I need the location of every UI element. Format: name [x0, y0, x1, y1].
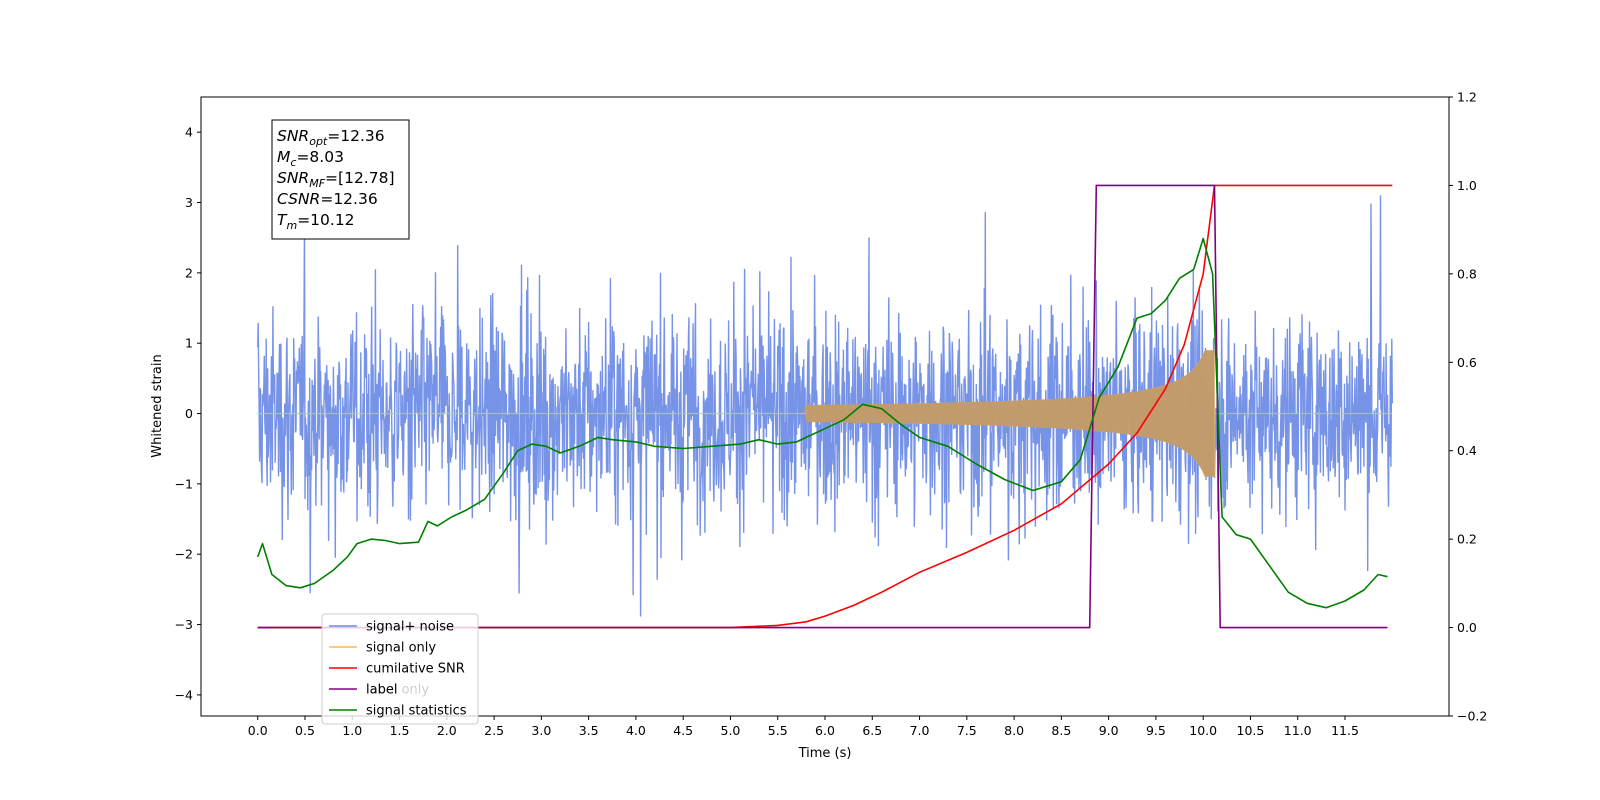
x-tick-label: 8.5 [1051, 723, 1071, 738]
y2-tick-label: 1.2 [1457, 90, 1477, 105]
legend-entry: signal statistics [366, 704, 467, 719]
info-box-line: Tm=10.12 [277, 211, 355, 232]
y-tick-label: −2 [175, 547, 193, 562]
x-tick-label: 4.0 [626, 723, 646, 738]
signal-only-series [257, 350, 1393, 477]
x-tick-label: 7.0 [910, 723, 930, 738]
x-tick-label: 1.0 [342, 723, 362, 738]
y-axis-ticks: −4 −3 −2 −1 0 1 2 3 4 [175, 125, 201, 702]
x-tick-label: 3.5 [579, 723, 599, 738]
x-tick-label: 11.0 [1284, 723, 1312, 738]
y2-tick-label: 1.0 [1457, 178, 1477, 193]
x-tick-label: 4.5 [673, 723, 693, 738]
x-tick-label: 9.0 [1099, 723, 1119, 738]
x-tick-label: 10.5 [1237, 723, 1265, 738]
y-tick-label: 3 [185, 195, 193, 210]
info-box-line: SNRopt=12.36 [277, 127, 385, 148]
legend-hidden-text: label only [366, 683, 429, 698]
x-tick-label: 8.0 [1004, 723, 1024, 738]
info-box-line: Mc=8.03 [277, 148, 344, 169]
y2-tick-label: −0.2 [1457, 709, 1487, 724]
y-tick-label: 2 [185, 265, 193, 280]
signal-only-chirp [806, 350, 1215, 477]
y-tick-label: 1 [185, 336, 193, 351]
label-series [257, 184, 1388, 629]
x-tick-label: 10.0 [1189, 723, 1217, 738]
y-tick-label: −3 [175, 617, 193, 632]
x-tick-label: 6.5 [862, 723, 882, 738]
x-tick-label: 0.0 [248, 723, 268, 738]
legend-frame [321, 613, 479, 725]
y2-axis-ticks: −0.2 0.0 0.2 0.4 0.6 0.8 1.0 1.2 [1449, 90, 1487, 724]
info-box: SNRopt=12.36Mc=8.03SNRMF=[12.78]CSNR=12.… [271, 119, 410, 240]
signal-statistics-line [256, 237, 1388, 609]
x-tick-label: 7.5 [957, 723, 977, 738]
x-tick-label: 11.5 [1331, 723, 1359, 738]
legend-entry: label [366, 683, 397, 698]
y-tick-label: −4 [175, 687, 193, 702]
cumulative-snr-line [257, 184, 1393, 629]
info-box-line: SNRMF=[12.78] [277, 169, 395, 190]
x-tick-label: 3.0 [531, 723, 551, 738]
x-axis-label: Time (s) [798, 746, 852, 761]
y-tick-label: −1 [175, 476, 193, 491]
legend-entry: signal+ noise [366, 620, 454, 635]
y2-tick-label: 0.2 [1457, 532, 1477, 547]
signal-statistics-series [256, 237, 1388, 609]
y2-tick-label: 0.0 [1457, 620, 1477, 635]
x-axis-ticks: 0.0 0.5 1.0 1.5 2.0 2.5 3.0 3.5 4.0 4.5 5.0 5.5 6.0 6… [248, 716, 1359, 738]
x-tick-label: 9.5 [1146, 723, 1166, 738]
y-tick-label: 4 [185, 125, 193, 140]
info-box-line: CSNR=12.36 [277, 190, 378, 208]
y-tick-label: 0 [185, 406, 193, 421]
x-tick-label: 5.0 [721, 723, 741, 738]
x-tick-label: 6.0 [815, 723, 835, 738]
y2-tick-label: 0.8 [1457, 266, 1477, 281]
x-tick-label: 5.5 [768, 723, 788, 738]
cumulative-snr-series [257, 184, 1393, 629]
legend-entry: signal only [366, 641, 436, 656]
y2-tick-label: 0.6 [1457, 355, 1477, 370]
y2-tick-label: 0.4 [1457, 443, 1477, 458]
label-line [257, 184, 1388, 629]
x-tick-label: 2.5 [484, 723, 504, 738]
x-tick-label: 0.5 [295, 723, 315, 738]
legend-entry: cumilative SNR [366, 662, 465, 677]
legend: signal+ noise signal only cumilative SNR la… [321, 613, 479, 725]
x-tick-label: 1.5 [390, 723, 410, 738]
y-axis-label: Whitened strain [150, 354, 165, 457]
info-box-frame [271, 119, 410, 240]
x-tick-label: 2.0 [437, 723, 457, 738]
